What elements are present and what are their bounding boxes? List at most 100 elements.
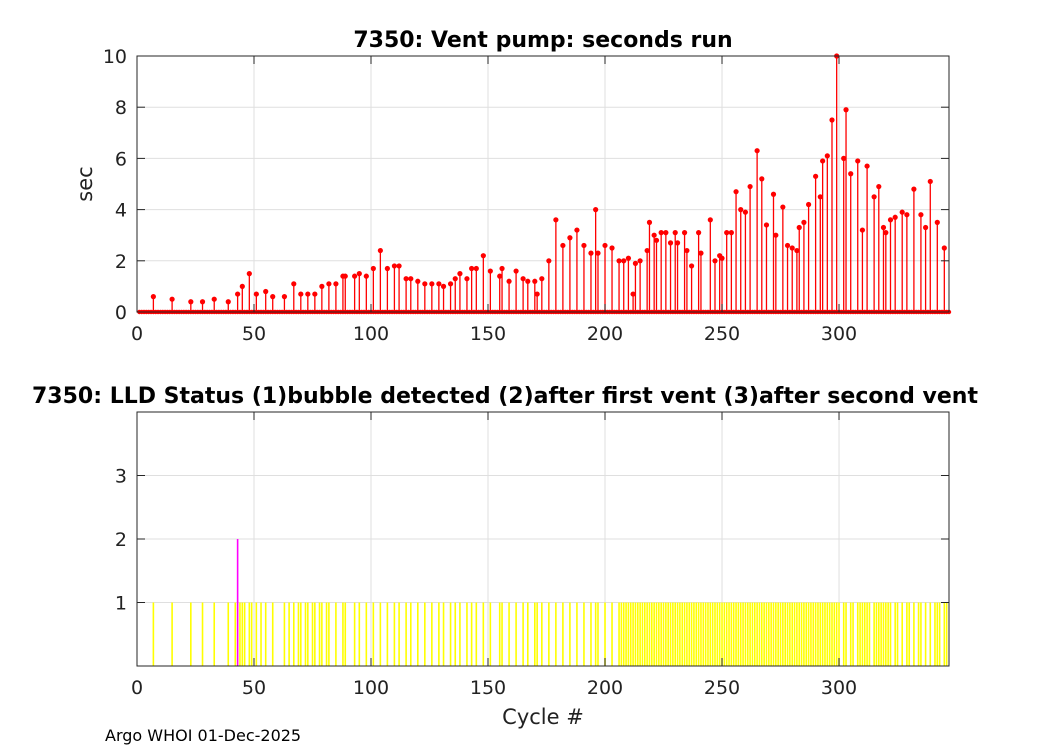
stem-marker — [616, 258, 622, 264]
stem-marker — [235, 291, 241, 297]
stem-marker — [883, 230, 889, 236]
stem-marker — [352, 273, 358, 279]
stem-marker — [319, 283, 325, 289]
stem-marker — [199, 299, 206, 305]
stem-marker — [941, 245, 947, 251]
lld-status-chart: 7350: LLD Status (1)bubble detected (2)a… — [32, 384, 978, 729]
stem-marker — [728, 230, 734, 236]
stem-marker — [848, 171, 854, 177]
stem-marker — [391, 263, 398, 269]
stem-marker — [621, 258, 627, 264]
stem-marker — [513, 268, 519, 274]
stem-marker — [469, 265, 475, 272]
stem-marker — [796, 224, 802, 231]
stem-marker — [270, 294, 276, 300]
stem-marker — [384, 265, 390, 272]
stem-marker — [773, 232, 779, 238]
stem-marker — [820, 158, 826, 164]
stem-marker — [246, 271, 252, 277]
stem-marker — [546, 258, 552, 264]
stem-marker — [169, 296, 175, 302]
y-axis-label-vent-pump: sec — [73, 166, 97, 201]
stem-marker — [770, 191, 777, 197]
stem-marker — [747, 183, 753, 190]
x-axis-label-lld-status: Cycle # — [502, 705, 584, 729]
stem-marker — [574, 227, 580, 233]
stem-marker — [653, 237, 660, 243]
stem-marker — [892, 214, 898, 220]
stem-marker — [593, 207, 599, 213]
stem-marker — [880, 224, 887, 231]
stem-marker — [602, 242, 608, 249]
stem-marker — [408, 276, 414, 282]
y-tick-label: 8 — [115, 97, 127, 119]
stem-marker — [644, 247, 650, 254]
x-tick-label: 0 — [131, 677, 143, 699]
stem-marker — [794, 247, 800, 254]
stem-marker — [312, 291, 318, 297]
stem-marker — [363, 273, 369, 279]
x-tick-label: 250 — [704, 323, 740, 345]
stem-marker — [281, 294, 288, 300]
y-tick-label: 3 — [115, 466, 127, 488]
stem-marker — [698, 250, 704, 256]
stem-marker — [646, 219, 653, 225]
y-tick-label: 1 — [115, 593, 127, 615]
stem-marker — [429, 281, 435, 287]
stem-marker — [188, 299, 194, 305]
stem-marker — [859, 227, 866, 233]
stem-marker — [506, 278, 512, 284]
stem-marker — [356, 271, 362, 277]
stem-marker — [239, 283, 245, 289]
stem-marker — [843, 107, 849, 113]
stem-marker — [637, 258, 643, 264]
x-tick-label: 50 — [242, 677, 266, 699]
x-ticks-lld-status: 0 50 100 150 200 250 300 — [131, 412, 857, 699]
stem-marker — [899, 209, 905, 215]
plot-area-vent-pump — [137, 56, 949, 312]
stem-marker — [780, 204, 786, 210]
stem-marker — [904, 212, 910, 218]
y-tick-label: 2 — [115, 251, 127, 273]
stem-marker — [754, 148, 760, 154]
y-tick-label: 0 — [115, 302, 127, 324]
stem-marker — [876, 183, 882, 190]
stem-marker — [520, 276, 526, 282]
stem-marker — [934, 219, 940, 225]
stem-marker — [817, 194, 823, 200]
stem-marker — [333, 281, 339, 287]
stem-marker — [403, 276, 409, 282]
stem-marker — [674, 240, 681, 246]
stem-marker — [588, 250, 594, 256]
stem-marker — [377, 247, 383, 254]
stem-marker — [263, 288, 269, 295]
stem-marker — [422, 281, 428, 287]
stem-marker — [829, 117, 835, 123]
y-tick-label: 10 — [103, 46, 127, 68]
stem-marker — [539, 276, 545, 282]
stem-marker — [663, 230, 669, 236]
stem-marker — [667, 240, 674, 246]
stem-marker — [719, 255, 725, 261]
stem-marker — [707, 217, 713, 223]
stem-marker — [688, 263, 695, 269]
stem-marker — [672, 230, 678, 236]
stem-marker — [298, 291, 304, 297]
stem-marker — [625, 255, 632, 261]
x-tick-label: 100 — [353, 677, 389, 699]
stem-marker — [871, 194, 877, 200]
stem-marker — [712, 258, 718, 264]
stem-marker — [759, 176, 765, 182]
y-ticks-vent-pump: 0 2 4 6 8 10 — [103, 46, 949, 324]
chart-title-vent-pump: 7350: Vent pump: seconds run — [353, 28, 732, 53]
stem-marker — [305, 291, 311, 297]
stem-marker — [457, 271, 463, 277]
stem-marker — [150, 294, 156, 300]
stem-marker — [553, 217, 559, 223]
stem-marker — [532, 278, 538, 284]
stem-marker — [763, 222, 770, 228]
x-tick-label: 300 — [821, 323, 857, 345]
stem-marker — [841, 155, 847, 161]
stem-marker — [567, 235, 573, 241]
